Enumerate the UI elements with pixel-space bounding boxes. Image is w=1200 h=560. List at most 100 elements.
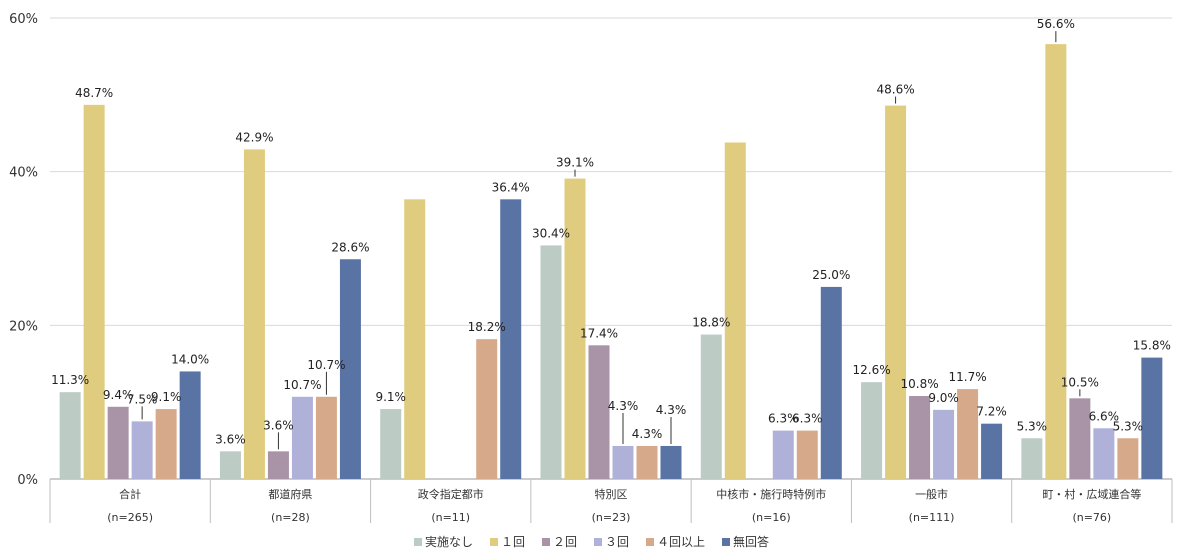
category-sample-size: (n=111)	[909, 511, 955, 524]
data-labels: 11.3%48.7%9.4%7.5%9.1%14.0%3.6%42.9%3.6%…	[51, 17, 1171, 446]
data-label: 4.3%	[656, 403, 687, 417]
data-label: 56.6%	[1037, 17, 1075, 31]
category-label: 一般市	[915, 487, 948, 501]
category-sample-size: (n=11)	[431, 511, 470, 524]
x-axis-category-table: 合計 (n=265) 都道府県 (n=28) 政令指定都市 (n=11) 特別区 (n=23)…	[49, 479, 1173, 524]
bar	[772, 430, 794, 479]
legend-entry: ２回	[553, 535, 577, 549]
data-label: 48.6%	[877, 83, 915, 97]
bar	[724, 142, 746, 479]
bar	[339, 259, 361, 479]
data-label: 9.1%	[375, 390, 406, 404]
bar	[1045, 44, 1067, 480]
data-label: 7.5%	[127, 392, 158, 406]
data-label: 10.5%	[1061, 375, 1099, 389]
legend-swatch	[414, 538, 422, 546]
legend-swatch	[542, 538, 550, 546]
legend-swatch	[722, 538, 730, 546]
bar	[1093, 428, 1115, 479]
bar	[861, 382, 883, 479]
data-label: 36.4%	[492, 180, 530, 194]
legend-swatch	[594, 538, 602, 546]
data-label: 48.7%	[75, 86, 113, 100]
bar	[909, 396, 931, 479]
bar	[660, 445, 682, 479]
bar	[59, 392, 81, 479]
data-label: 10.8%	[901, 377, 939, 391]
bar	[564, 178, 586, 479]
legend-swatch	[490, 538, 498, 546]
bar	[612, 445, 634, 479]
category-label: 特別区	[595, 487, 628, 501]
category-label: 都道府県	[268, 487, 312, 501]
bar	[315, 396, 337, 479]
data-label: 9.4%	[103, 388, 134, 402]
y-tick-label: 0%	[17, 473, 38, 488]
data-label: 4.3%	[632, 427, 663, 441]
label-leader-lines	[141, 31, 1081, 450]
bars	[59, 44, 1163, 480]
bar	[1021, 438, 1043, 479]
bar	[380, 409, 402, 479]
legend-entry: １回	[501, 535, 525, 549]
data-label: 9.0%	[928, 391, 959, 405]
bar	[291, 396, 313, 479]
data-label: 14.0%	[171, 352, 209, 366]
data-label: 28.6%	[331, 240, 369, 254]
bar	[107, 406, 129, 479]
data-label: 17.4%	[580, 326, 618, 340]
data-label: 5.3%	[1113, 419, 1144, 433]
bar	[933, 409, 955, 479]
data-label: 10.7%	[283, 378, 321, 392]
legend-entry: 実施なし	[425, 534, 473, 549]
y-tick-label: 40%	[9, 166, 38, 181]
bar	[820, 286, 842, 479]
data-label: 12.6%	[853, 363, 891, 377]
data-label: 11.3%	[51, 373, 89, 387]
data-label: 25.0%	[812, 268, 850, 282]
category-sample-size: (n=76)	[1072, 511, 1111, 524]
category-label: 政令指定都市	[418, 487, 484, 501]
bar	[1117, 438, 1139, 479]
category-sample-size: (n=23)	[592, 511, 631, 524]
bar	[83, 104, 105, 480]
bar	[540, 245, 562, 479]
legend-entry: ３回	[605, 535, 629, 549]
legend-swatch	[646, 538, 654, 546]
data-label: 9.1%	[151, 390, 182, 404]
y-tick-label: 60%	[9, 12, 38, 27]
category-label: 中核市・施行時特例市	[716, 487, 826, 501]
bar	[155, 409, 177, 479]
bar	[500, 199, 522, 479]
category-sample-size: (n=16)	[752, 511, 791, 524]
bar	[243, 149, 265, 479]
data-label: 3.6%	[215, 432, 246, 446]
data-label: 4.3%	[608, 399, 639, 413]
legend: 実施なし １回 ２回 ３回 ４回以上 無回答	[414, 534, 769, 549]
data-label: 6.3%	[768, 412, 799, 426]
bar	[179, 371, 201, 479]
bar	[1141, 357, 1163, 479]
category-label: 町・村・広域連合等	[1042, 487, 1141, 501]
bar	[404, 199, 426, 479]
legend-entry: 無回答	[733, 534, 769, 549]
data-label: 39.1%	[556, 156, 594, 170]
bar	[1069, 398, 1091, 479]
bar	[588, 345, 610, 479]
data-label: 6.6%	[1089, 409, 1120, 423]
y-tick-label: 20%	[9, 319, 38, 334]
bar	[981, 423, 1003, 479]
bar	[219, 451, 241, 479]
data-label: 18.8%	[692, 316, 730, 330]
data-label: 6.3%	[792, 412, 823, 426]
bar	[476, 339, 498, 479]
bar	[131, 421, 153, 479]
category-sample-size: (n=265)	[107, 511, 153, 524]
bar	[700, 334, 722, 479]
data-label: 5.3%	[1017, 419, 1048, 433]
data-label: 18.2%	[468, 320, 506, 334]
bar	[267, 451, 289, 479]
data-label: 15.8%	[1133, 339, 1171, 353]
data-label: 30.4%	[532, 226, 570, 240]
